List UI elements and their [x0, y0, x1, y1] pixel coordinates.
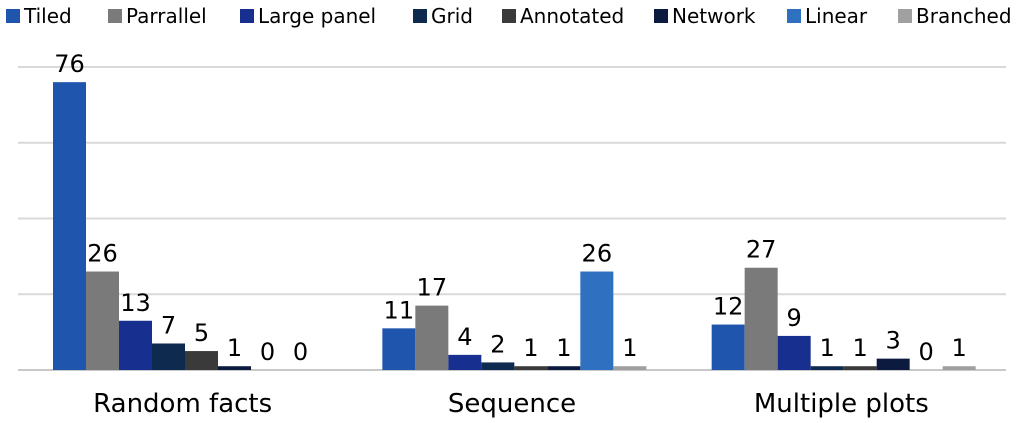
data-label: 1	[853, 334, 868, 362]
bar	[843, 366, 877, 370]
legend-swatch	[502, 9, 516, 23]
bar	[415, 305, 449, 370]
data-label: 11	[384, 296, 415, 324]
data-label: 1	[523, 334, 538, 362]
data-label: 76	[54, 50, 85, 78]
bars	[53, 82, 976, 371]
data-label: 1	[556, 334, 571, 362]
bar	[744, 267, 778, 370]
bar	[382, 328, 416, 370]
data-label: 12	[713, 293, 744, 321]
data-label: 13	[120, 289, 151, 317]
bar	[86, 271, 119, 370]
data-label: 9	[787, 304, 802, 332]
bar	[777, 335, 811, 370]
data-label: 0	[293, 338, 308, 366]
bar	[119, 320, 152, 370]
data-label: 1	[952, 334, 967, 362]
data-label: 27	[746, 236, 777, 264]
legend-swatch	[108, 9, 122, 23]
bar	[711, 324, 745, 370]
data-label: 17	[417, 274, 448, 302]
legend-label: Linear	[805, 4, 868, 28]
bar	[481, 362, 515, 370]
legend-label: Network	[672, 4, 756, 28]
data-label: 4	[457, 323, 472, 351]
bar	[942, 366, 976, 370]
data-label: 5	[194, 319, 209, 347]
bar	[185, 351, 218, 370]
data-label: 1	[820, 334, 835, 362]
category-label: Multiple plots	[754, 389, 929, 419]
data-label: 0	[260, 338, 275, 366]
data-label: 0	[919, 338, 934, 366]
legend-label: Large panel	[258, 4, 376, 28]
category-labels: Random facts Sequence Multiple plots	[93, 389, 929, 419]
category-label: Random facts	[93, 389, 272, 419]
data-label: 26	[582, 240, 613, 268]
legend-item: Tiled	[6, 4, 72, 28]
legend-swatch	[6, 9, 20, 23]
data-label: 2	[490, 330, 505, 358]
data-label: 3	[886, 327, 901, 355]
bar	[580, 271, 614, 370]
legend-label: Parrallel	[126, 4, 207, 28]
legend-item: Branched	[898, 4, 1012, 28]
bar	[514, 366, 548, 370]
legend-item: Grid	[413, 4, 473, 28]
data-label: 1	[622, 334, 637, 362]
legend: Tiled Parrallel Large panel Grid Annotated Ne…	[6, 4, 1012, 28]
legend-swatch	[654, 9, 668, 23]
bar	[547, 366, 581, 370]
bar	[613, 366, 647, 370]
legend-item: Parrallel	[108, 4, 207, 28]
data-label: 26	[87, 240, 118, 268]
category-label: Sequence	[448, 389, 576, 419]
bar	[218, 366, 251, 370]
legend-swatch	[898, 9, 912, 23]
data-label: 1	[227, 334, 242, 362]
data-label: 7	[161, 311, 176, 339]
bar	[810, 366, 844, 370]
legend-swatch	[787, 9, 801, 23]
legend-label: Branched	[916, 4, 1012, 28]
bar	[152, 343, 185, 370]
bar	[448, 354, 482, 370]
legend-label: Annotated	[520, 4, 624, 28]
bar	[876, 358, 910, 370]
bar	[53, 82, 86, 371]
legend-item: Large panel	[240, 4, 376, 28]
legend-item: Network	[654, 4, 756, 28]
legend-swatch	[240, 9, 254, 23]
legend-label: Tiled	[23, 4, 72, 28]
legend-item: Linear	[787, 4, 868, 28]
legend-swatch	[413, 9, 427, 23]
legend-label: Grid	[431, 4, 473, 28]
legend-item: Annotated	[502, 4, 624, 28]
